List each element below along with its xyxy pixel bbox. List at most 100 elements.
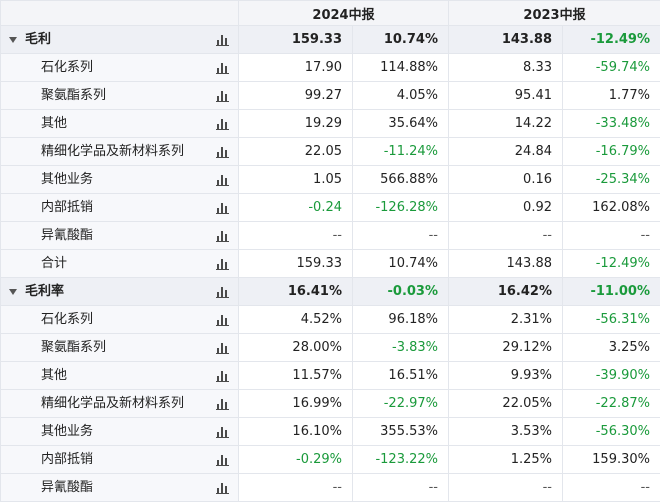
bar-chart-icon[interactable] [216, 397, 229, 410]
table-group-row[interactable]: 毛利率 16.41%-0.03%16.42%-11.00% [1, 278, 660, 306]
growth-cell: 114.88% [353, 54, 449, 82]
row-label: 精细化学品及新材料系列 [41, 138, 184, 165]
row-label-cell: 毛利 [1, 26, 239, 54]
value-cell: 1.25% [449, 446, 563, 474]
value-cell: 99.27 [239, 82, 353, 110]
row-label: 其他 [41, 110, 67, 137]
bar-chart-icon[interactable] [216, 285, 229, 298]
row-label-cell: 其他业务 [1, 166, 239, 194]
row-label-cell: 精细化学品及新材料系列 [1, 138, 239, 166]
growth-cell: -25.34% [563, 166, 660, 194]
header-blank-cell [1, 1, 239, 26]
value-cell: 4.52% [239, 306, 353, 334]
growth-cell: -123.22% [353, 446, 449, 474]
growth-cell: 10.74% [353, 26, 449, 54]
row-label: 异氰酸酯 [41, 222, 93, 249]
row-label-cell: 合计 [1, 250, 239, 278]
bar-chart-icon[interactable] [216, 229, 229, 242]
bar-chart-icon[interactable] [216, 425, 229, 438]
growth-cell: 35.64% [353, 110, 449, 138]
value-cell: 0.16 [449, 166, 563, 194]
bar-chart-icon[interactable] [216, 453, 229, 466]
row-label-cell: 其他业务 [1, 418, 239, 446]
value-cell: 3.53% [449, 418, 563, 446]
growth-cell: 162.08% [563, 194, 660, 222]
bar-chart-icon[interactable] [216, 61, 229, 74]
bar-chart-icon[interactable] [216, 201, 229, 214]
value-cell: 159.33 [239, 26, 353, 54]
bar-chart-icon[interactable] [216, 341, 229, 354]
growth-cell: -- [353, 222, 449, 250]
value-cell: 11.57% [239, 362, 353, 390]
row-label-cell: 聚氨酯系列 [1, 82, 239, 110]
caret-down-icon[interactable] [9, 37, 17, 43]
growth-cell: -11.24% [353, 138, 449, 166]
bar-chart-icon[interactable] [216, 481, 229, 494]
value-cell: 28.00% [239, 334, 353, 362]
row-label: 内部抵销 [41, 446, 93, 473]
growth-cell: 10.74% [353, 250, 449, 278]
value-cell: 16.41% [239, 278, 353, 306]
growth-cell: 566.88% [353, 166, 449, 194]
row-label-cell: 其他 [1, 362, 239, 390]
growth-cell: 96.18% [353, 306, 449, 334]
row-label: 毛利率 [25, 278, 64, 305]
value-cell: 1.05 [239, 166, 353, 194]
growth-cell: -0.03% [353, 278, 449, 306]
row-label: 聚氨酯系列 [41, 82, 106, 109]
row-label-cell: 其他 [1, 110, 239, 138]
row-label: 石化系列 [41, 54, 93, 81]
row-label-cell: 石化系列 [1, 54, 239, 82]
value-cell: 2.31% [449, 306, 563, 334]
value-cell: 0.92 [449, 194, 563, 222]
caret-down-icon[interactable] [9, 289, 17, 295]
growth-cell: 159.30% [563, 446, 660, 474]
value-cell: 16.42% [449, 278, 563, 306]
value-cell: 9.93% [449, 362, 563, 390]
bar-chart-icon[interactable] [216, 173, 229, 186]
growth-cell: -12.49% [563, 250, 660, 278]
row-label: 异氰酸酯 [41, 474, 93, 501]
row-label: 内部抵销 [41, 194, 93, 221]
growth-cell: -39.90% [563, 362, 660, 390]
table-row: 异氰酸酯-------- [1, 474, 660, 502]
bar-chart-icon[interactable] [216, 145, 229, 158]
value-cell: 14.22 [449, 110, 563, 138]
row-label: 合计 [41, 250, 67, 277]
value-cell: 143.88 [449, 26, 563, 54]
value-cell: 19.29 [239, 110, 353, 138]
value-cell: 16.99% [239, 390, 353, 418]
header-period-2024: 2024中报 [239, 1, 449, 26]
table-header-row: 2024中报 2023中报 [1, 1, 660, 26]
table-row: 内部抵销 -0.29%-123.22%1.25%159.30% [1, 446, 660, 474]
growth-cell: -11.00% [563, 278, 660, 306]
bar-chart-icon[interactable] [216, 369, 229, 382]
bar-chart-icon[interactable] [216, 33, 229, 46]
bar-chart-icon[interactable] [216, 257, 229, 270]
value-cell: -- [449, 474, 563, 502]
value-cell: -0.29% [239, 446, 353, 474]
value-cell: 8.33 [449, 54, 563, 82]
row-label-cell: 精细化学品及新材料系列 [1, 390, 239, 418]
value-cell: 17.90 [239, 54, 353, 82]
growth-cell: -22.87% [563, 390, 660, 418]
bar-chart-icon[interactable] [216, 313, 229, 326]
growth-cell: -- [563, 222, 660, 250]
row-label: 精细化学品及新材料系列 [41, 390, 184, 417]
growth-cell: 16.51% [353, 362, 449, 390]
growth-cell: -56.30% [563, 418, 660, 446]
growth-cell: 3.25% [563, 334, 660, 362]
table-row: 异氰酸酯-------- [1, 222, 660, 250]
bar-chart-icon[interactable] [216, 89, 229, 102]
bar-chart-icon[interactable] [216, 117, 229, 130]
